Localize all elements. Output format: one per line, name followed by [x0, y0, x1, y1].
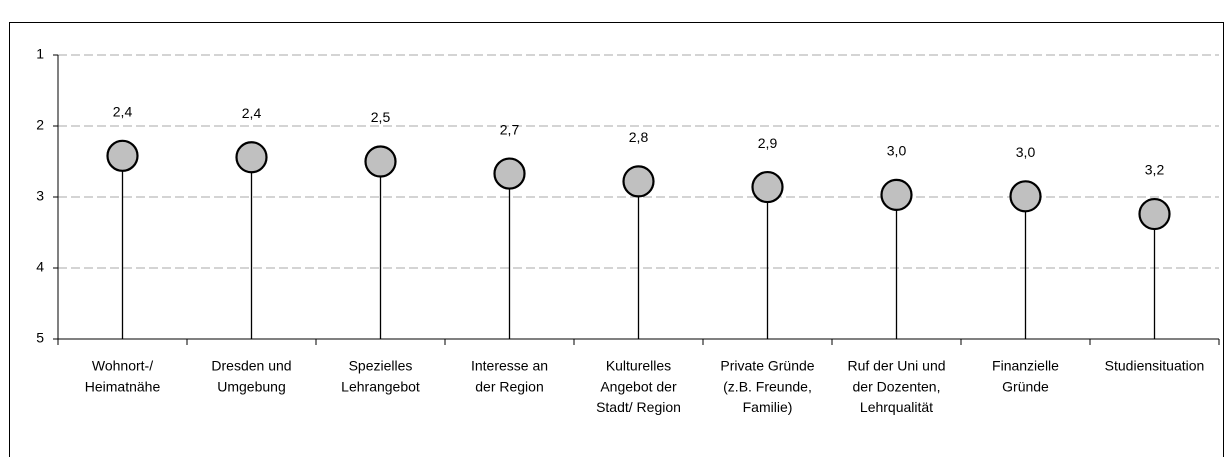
x-tick-label: Heimatnähe: [85, 378, 161, 394]
x-tick-label: Lehrqualität: [860, 399, 933, 415]
y-tick-label: 3: [36, 188, 44, 204]
x-tick-label: Lehrangebot: [341, 378, 420, 394]
x-tick-label: (z.B. Freunde,: [723, 378, 812, 394]
x-tick-label: Private Gründe: [720, 358, 814, 374]
dot: [493, 157, 526, 190]
y-tick-label: 4: [36, 259, 44, 275]
x-tick-label: der Dozenten,: [853, 378, 941, 394]
x-tick-label: Stadt/ Region: [596, 399, 681, 415]
x-tick-label: Spezielles: [349, 358, 413, 374]
x-tick-label: Studiensituation: [1105, 358, 1205, 374]
dot: [364, 145, 397, 178]
x-tick-label: Ruf der Uni und: [847, 358, 945, 374]
dot: [1138, 197, 1171, 231]
x-tick-label: Familie): [743, 399, 793, 415]
value-label: 2,9: [758, 135, 778, 151]
x-tick-label: Umgebung: [217, 378, 286, 394]
dot: [106, 139, 139, 172]
x-tick-label: Wohnort-/: [92, 358, 153, 374]
dot: [1009, 180, 1042, 213]
value-label: 3,0: [887, 143, 907, 159]
y-tick-label: 5: [36, 330, 44, 346]
value-label: 2,5: [371, 109, 391, 125]
x-tick-label: Angebot der: [600, 378, 677, 394]
x-tick-label: Interesse an: [471, 358, 548, 374]
x-tick-label: Gründe: [1002, 378, 1049, 394]
x-tick-label: Dresden und: [211, 358, 291, 374]
x-tick-label: der Region: [475, 378, 544, 394]
dot: [622, 165, 655, 198]
chart-frame: [9, 22, 1224, 457]
x-tick-label: Finanzielle: [992, 358, 1059, 374]
value-label: 3,2: [1145, 162, 1165, 178]
value-label: 2,4: [242, 105, 262, 121]
value-label: 2,7: [500, 121, 520, 137]
x-tick-label: Kulturelles: [606, 358, 671, 374]
dot: [235, 141, 268, 174]
value-label: 2,4: [113, 104, 133, 120]
value-label: 3,0: [1016, 144, 1036, 160]
y-tick-label: 2: [36, 117, 44, 133]
y-tick-label: 1: [36, 46, 44, 62]
dot: [751, 170, 784, 204]
dot: [880, 178, 913, 211]
value-label: 2,8: [629, 129, 649, 145]
